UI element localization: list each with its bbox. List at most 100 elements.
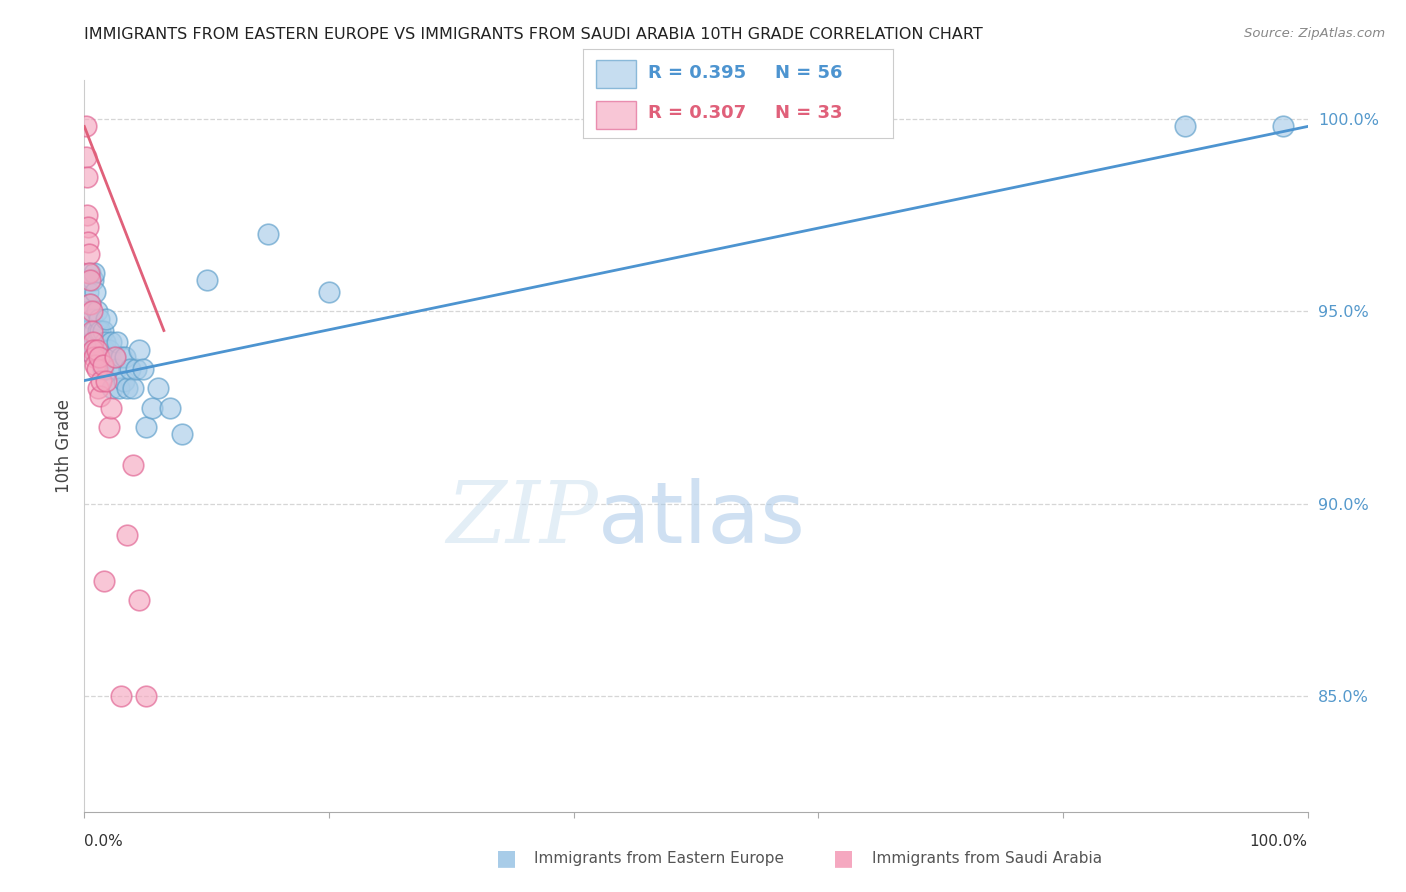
Point	[91, 324, 114, 338]
Point	[90, 351, 112, 365]
Point	[159, 401, 181, 415]
Point	[79, 266, 101, 280]
Point	[105, 334, 128, 349]
Point	[257, 227, 280, 242]
Text: R = 0.395: R = 0.395	[648, 64, 747, 82]
Point	[76, 169, 98, 184]
Point	[97, 362, 120, 376]
Text: N = 56: N = 56	[775, 64, 842, 82]
Point	[89, 389, 111, 403]
Point	[84, 285, 107, 299]
Point	[84, 358, 107, 372]
Point	[76, 324, 98, 338]
Point	[87, 351, 110, 365]
Point	[91, 358, 114, 372]
Text: R = 0.307: R = 0.307	[648, 104, 747, 122]
Point	[1272, 120, 1295, 134]
Point	[77, 304, 100, 318]
Text: ■: ■	[834, 848, 853, 868]
Point	[80, 324, 103, 338]
Point	[86, 343, 108, 357]
Point	[86, 334, 108, 349]
Point	[96, 312, 118, 326]
Point	[89, 324, 111, 338]
Point	[86, 304, 108, 318]
Point	[83, 324, 105, 338]
Point	[75, 120, 97, 134]
Point	[96, 374, 118, 388]
Point	[82, 334, 104, 349]
Point	[93, 343, 115, 357]
Point	[77, 285, 100, 299]
Point	[97, 343, 120, 357]
Point	[76, 208, 98, 222]
Point	[104, 351, 127, 365]
Point	[87, 351, 110, 365]
Point	[84, 343, 107, 357]
Text: Source: ZipAtlas.com: Source: ZipAtlas.com	[1244, 27, 1385, 40]
Point	[80, 312, 103, 326]
Point	[122, 458, 145, 473]
Text: N = 33: N = 33	[775, 104, 842, 122]
Point	[135, 690, 157, 704]
Point	[79, 296, 101, 310]
Point	[110, 351, 132, 365]
Point	[97, 419, 120, 434]
Point	[86, 362, 108, 376]
Point	[77, 235, 100, 249]
Text: ■: ■	[496, 848, 516, 868]
Text: IMMIGRANTS FROM EASTERN EUROPE VS IMMIGRANTS FROM SAUDI ARABIA 10TH GRADE CORREL: IMMIGRANTS FROM EASTERN EUROPE VS IMMIGR…	[84, 27, 983, 42]
Point	[135, 419, 157, 434]
Point	[77, 266, 100, 280]
Text: atlas: atlas	[598, 477, 806, 561]
Point	[77, 219, 100, 234]
Point	[82, 343, 104, 357]
Point	[93, 574, 115, 588]
Point	[83, 351, 105, 365]
Point	[98, 351, 121, 365]
Point	[122, 381, 145, 395]
Point	[87, 381, 110, 395]
Point	[79, 273, 101, 287]
Point	[172, 427, 194, 442]
Point	[132, 362, 155, 376]
Point	[87, 324, 110, 338]
Point	[115, 527, 138, 541]
Point	[87, 312, 110, 326]
Text: 100.0%: 100.0%	[1250, 834, 1308, 849]
Point	[77, 246, 100, 260]
Point	[195, 273, 218, 287]
Point	[105, 362, 128, 376]
Point	[79, 296, 101, 310]
Point	[94, 334, 117, 349]
Point	[146, 381, 169, 395]
Point	[141, 401, 163, 415]
Point	[75, 343, 97, 357]
Point	[112, 374, 135, 388]
Point	[100, 334, 122, 349]
Point	[1174, 120, 1197, 134]
Point	[107, 381, 129, 395]
Point	[89, 351, 111, 365]
Text: Immigrants from Eastern Europe: Immigrants from Eastern Europe	[534, 851, 785, 865]
Point	[115, 381, 138, 395]
Point	[75, 150, 97, 164]
Point	[101, 381, 124, 395]
Point	[87, 343, 110, 357]
Point	[82, 273, 104, 287]
Point	[114, 351, 136, 365]
Point	[318, 285, 340, 299]
Point	[128, 343, 150, 357]
Point	[83, 266, 105, 280]
Text: Immigrants from Saudi Arabia: Immigrants from Saudi Arabia	[872, 851, 1102, 865]
Y-axis label: 10th Grade: 10th Grade	[55, 399, 73, 493]
Point	[82, 343, 104, 357]
Point	[128, 593, 150, 607]
Text: 0.0%: 0.0%	[84, 834, 124, 849]
Point	[90, 374, 112, 388]
Point	[118, 362, 141, 376]
Point	[125, 362, 148, 376]
Point	[104, 351, 127, 365]
Point	[80, 334, 103, 349]
Bar	[596, 60, 636, 88]
